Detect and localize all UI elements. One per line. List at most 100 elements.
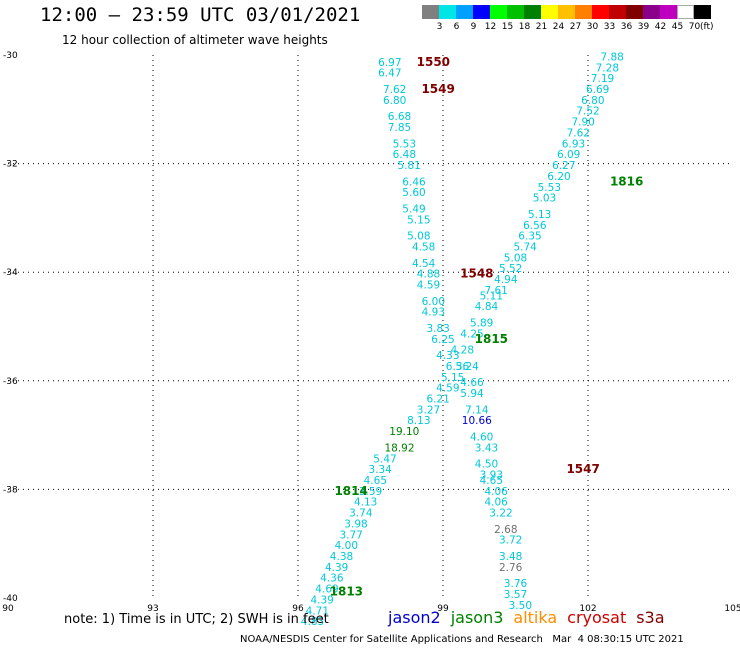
color-swatch-label: 3 <box>436 22 443 32</box>
color-swatch-label: 6 <box>453 22 460 32</box>
wave-height-point: 8.13 <box>407 415 430 427</box>
wave-height-point: 6.80 <box>383 95 406 107</box>
y-tick-label: -38 <box>3 485 18 495</box>
color-swatch-label: 70 <box>688 22 701 32</box>
wave-height-point: 4.71 <box>306 605 329 617</box>
color-swatch <box>626 5 643 19</box>
wave-height-point: 6.47 <box>378 68 401 80</box>
wave-height-point: 3.34 <box>368 464 392 476</box>
wave-height-point: 3.57 <box>504 589 527 601</box>
wave-height-point: 4.83 <box>301 616 324 628</box>
color-swatch <box>507 5 524 19</box>
wave-height-point: 4.38 <box>330 551 353 563</box>
wave-height-point: 3.93 <box>480 470 503 482</box>
wave-height-point: 3.98 <box>344 518 367 530</box>
x-tick-label: 102 <box>579 604 596 614</box>
pass-time-label: 1549 <box>421 82 454 96</box>
wave-height-point: 4.65 <box>364 475 387 487</box>
wave-height-point: 4.94 <box>494 274 518 286</box>
color-swatch <box>473 5 490 19</box>
pass-time-label: 1813 <box>330 584 363 598</box>
wave-height-point: 6.97 <box>378 57 401 69</box>
color-swatch <box>558 5 575 19</box>
satellite-legend-entry: cryosat <box>567 608 627 627</box>
wave-height-point: 3.59 <box>359 486 382 498</box>
wave-height-point: 4.66 <box>460 377 484 389</box>
wave-height-point: 6.21 <box>426 394 449 406</box>
wave-height-point: 4.59 <box>417 279 440 291</box>
wave-height-point: 3.76 <box>504 578 528 590</box>
y-tick-label: -30 <box>3 51 18 61</box>
color-swatch-label: 12 <box>484 22 497 32</box>
color-swatch-label: 27 <box>569 22 582 32</box>
wave-height-point: 4.13 <box>354 497 377 509</box>
wave-height-point: 2.68 <box>494 524 517 536</box>
wave-height-point: 7.19 <box>591 73 614 85</box>
wave-height-point: 5.47 <box>373 453 396 465</box>
wave-height-point: 4.50 <box>475 459 498 471</box>
color-swatch-label: 21 <box>535 22 548 32</box>
color-swatch <box>694 5 711 19</box>
wave-height-point: 4.69 <box>315 584 338 596</box>
y-tick-label: -36 <box>3 377 18 387</box>
wave-height-point: 3.27 <box>417 404 440 416</box>
satellite-legend-entry: jason2 <box>388 608 441 627</box>
wave-height-point: 7.61 <box>484 285 507 297</box>
color-swatch-label: 39 <box>637 22 650 32</box>
wave-height-point: 5.49 <box>402 203 425 215</box>
wave-height-point: 6.68 <box>388 111 411 123</box>
color-swatch-label: 15 <box>501 22 514 32</box>
color-swatch <box>422 5 439 19</box>
wave-height-point: 6.20 <box>547 171 570 183</box>
wave-height-point: 5.24 <box>455 361 479 373</box>
wave-height-point: 10.66 <box>462 415 492 427</box>
color-swatch <box>609 5 626 19</box>
color-swatch-label: 24 <box>552 22 565 32</box>
wave-height-point: 6.48 <box>393 149 416 161</box>
wave-height-point: 3.22 <box>489 508 512 520</box>
color-swatch-label: 42 <box>654 22 667 32</box>
wave-height-point: 5.03 <box>533 193 556 205</box>
chart-title: 12:00 – 23:59 UTC 03/01/2021 <box>40 4 361 26</box>
pass-time-label: 1815 <box>475 332 508 346</box>
wave-height-point: 5.89 <box>470 318 493 330</box>
color-swatch <box>439 5 456 19</box>
wave-height-point: 6.00 <box>422 296 445 308</box>
color-legend-unit: (ft) <box>700 22 714 32</box>
wave-height-point: 6.09 <box>557 149 580 161</box>
wave-height-point: 4.39 <box>325 562 348 574</box>
wave-height-point: 7.62 <box>567 127 590 139</box>
x-tick-label: 99 <box>437 604 449 614</box>
satellite-legend-entry: jason3 <box>450 608 504 627</box>
wave-height-point: 4.39 <box>310 594 333 606</box>
y-tick-label: -40 <box>3 594 18 604</box>
wave-height-point: 5.53 <box>393 138 416 150</box>
wave-height-point: 3.77 <box>339 529 362 541</box>
satellite-legend-entry: altika <box>513 608 558 627</box>
color-swatch-label: 36 <box>620 22 633 32</box>
color-swatch-label: 9 <box>470 22 477 32</box>
wave-height-point: 7.88 <box>600 51 623 63</box>
color-swatch-label: 30 <box>586 22 599 32</box>
wave-height-point: 3.83 <box>426 323 449 335</box>
wave-height-point: 4.36 <box>320 573 344 585</box>
pass-time-label: 1816 <box>610 174 643 188</box>
wave-height-point: 7.90 <box>571 117 594 129</box>
wave-height-point: 7.52 <box>576 106 599 118</box>
color-swatch-label: 18 <box>518 22 531 32</box>
wave-height-point: 6.56 <box>523 220 547 232</box>
footer-credit: NOAA/NESDIS Center for Satellite Applica… <box>240 634 684 645</box>
wave-height-point: 5.15 <box>407 214 430 226</box>
wave-height-point: 19.10 <box>389 426 419 438</box>
wave-height-point: 5.53 <box>538 182 561 194</box>
wave-height-point: 3.50 <box>509 600 532 612</box>
wave-height-point: 4.59 <box>436 383 459 395</box>
wave-height-point: 7.62 <box>383 84 406 96</box>
wave-height-point: 7.28 <box>596 62 619 74</box>
note-text: note: 1) Time is in UTC; 2) SWH is in fe… <box>64 612 329 627</box>
wave-height-point: 5.11 <box>480 290 503 302</box>
wave-height-point: 7.14 <box>465 404 489 416</box>
wave-height-point: 2.76 <box>499 562 523 574</box>
wave-height-point: 4.58 <box>412 241 435 253</box>
wave-height-point: 5.15 <box>441 372 464 384</box>
